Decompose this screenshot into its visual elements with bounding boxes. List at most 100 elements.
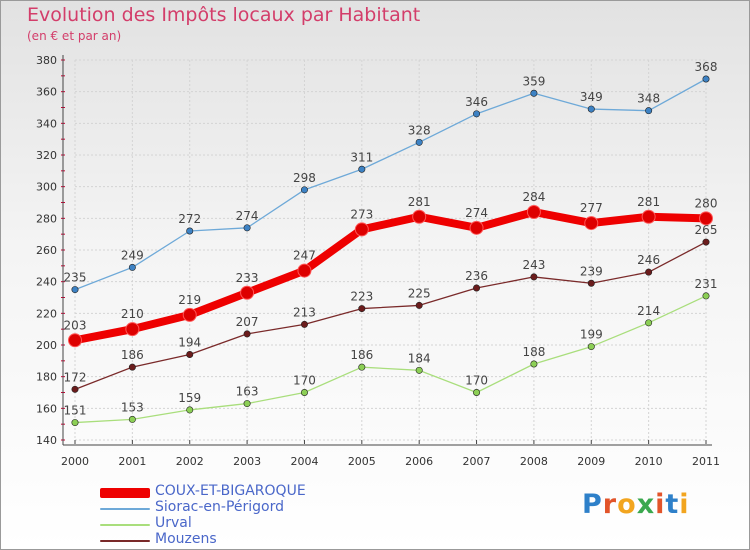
y-tick-label: 380 [36, 54, 57, 67]
y-tick-label: 180 [36, 371, 57, 384]
data-point-siorac-en-p-rigord [415, 138, 423, 146]
x-tick-label: 2001 [118, 455, 146, 468]
legend-item: Siorac-en-Périgord [100, 499, 360, 517]
data-point-mouzens [530, 273, 538, 281]
data-label-siorac-en-p-rigord: 298 [293, 171, 316, 185]
data-point-mouzens [358, 305, 366, 313]
data-label-urval: 153 [121, 400, 144, 414]
data-point-coux-et-bigaroque [641, 209, 656, 224]
data-point-siorac-en-p-rigord [587, 105, 595, 113]
legend-label: Mouzens [155, 531, 217, 547]
data-point-siorac-en-p-rigord [702, 75, 710, 83]
brand-letter: P [582, 489, 603, 520]
x-tick-label: 2010 [635, 455, 663, 468]
data-point-coux-et-bigaroque [297, 263, 312, 278]
brand-letter: x [636, 489, 656, 520]
data-label-mouzens: 239 [580, 264, 603, 278]
y-tick-label: 360 [36, 86, 57, 99]
data-label-coux-et-bigaroque: 219 [178, 293, 201, 307]
x-tick-label: 2005 [348, 455, 376, 468]
data-label-mouzens: 265 [695, 223, 718, 237]
data-point-siorac-en-p-rigord [186, 227, 194, 235]
chart-subtitle: (en € et par an) [27, 29, 122, 43]
data-point-urval [587, 343, 595, 351]
data-label-coux-et-bigaroque: 233 [236, 271, 259, 285]
data-point-siorac-en-p-rigord [128, 263, 136, 271]
data-label-urval: 163 [236, 385, 259, 399]
legend-item: Urval [100, 515, 360, 533]
x-tick-label: 2008 [520, 455, 548, 468]
data-label-coux-et-bigaroque: 281 [637, 195, 660, 209]
data-point-coux-et-bigaroque [240, 285, 255, 300]
data-label-mouzens: 243 [522, 258, 545, 272]
x-tick-label: 2004 [290, 455, 318, 468]
data-point-mouzens [473, 284, 481, 292]
data-label-mouzens: 236 [465, 269, 488, 283]
chart-title: Evolution des Impôts locaux par Habitant [27, 4, 421, 26]
legend-label: Siorac-en-Périgord [155, 499, 285, 515]
data-point-siorac-en-p-rigord [645, 107, 653, 115]
data-label-coux-et-bigaroque: 247 [293, 249, 316, 263]
data-label-urval: 186 [350, 348, 373, 362]
data-point-coux-et-bigaroque [412, 209, 427, 224]
data-label-mouzens: 207 [236, 315, 259, 329]
legend-swatch [100, 540, 150, 542]
data-label-coux-et-bigaroque: 203 [64, 318, 87, 332]
data-point-urval [358, 363, 366, 371]
data-point-coux-et-bigaroque [68, 333, 82, 348]
series-line-coux-et-bigaroque [71, 208, 710, 345]
data-point-siorac-en-p-rigord [530, 89, 538, 97]
data-label-siorac-en-p-rigord: 348 [637, 92, 660, 106]
data-label-siorac-en-p-rigord: 235 [64, 271, 87, 285]
data-point-coux-et-bigaroque [182, 307, 197, 322]
data-label-mouzens: 194 [178, 336, 201, 350]
brand-letter: i [655, 489, 666, 520]
data-label-urval: 214 [637, 304, 660, 318]
data-label-siorac-en-p-rigord: 328 [408, 123, 431, 137]
data-label-siorac-en-p-rigord: 274 [236, 209, 259, 223]
data-label-mouzens: 246 [637, 253, 660, 267]
data-point-coux-et-bigaroque [125, 322, 140, 337]
data-point-siorac-en-p-rigord [473, 110, 481, 118]
data-point-mouzens [645, 268, 653, 276]
legend-item: Mouzens [100, 531, 360, 549]
data-point-urval [473, 388, 481, 396]
brand-logo: Proxiti [582, 489, 690, 520]
data-label-mouzens: 186 [121, 348, 144, 362]
data-point-siorac-en-p-rigord [71, 286, 79, 294]
data-label-urval: 159 [178, 391, 201, 405]
series-line-mouzens [74, 241, 707, 390]
data-label-mouzens: 225 [408, 286, 431, 300]
data-label-coux-et-bigaroque: 280 [695, 196, 718, 210]
data-label-siorac-en-p-rigord: 272 [178, 212, 201, 226]
data-point-siorac-en-p-rigord [300, 186, 308, 194]
data-point-coux-et-bigaroque [469, 220, 484, 235]
legend-swatch [100, 508, 150, 510]
data-point-coux-et-bigaroque [699, 211, 713, 226]
data-label-urval: 170 [293, 374, 316, 388]
data-label-coux-et-bigaroque: 210 [121, 307, 144, 321]
data-point-urval [186, 406, 194, 414]
data-label-siorac-en-p-rigord: 249 [121, 248, 144, 262]
data-point-siorac-en-p-rigord [243, 224, 251, 232]
data-point-mouzens [587, 279, 595, 287]
data-point-siorac-en-p-rigord [358, 165, 366, 173]
y-tick-label: 280 [36, 212, 57, 225]
y-tick-label: 300 [36, 181, 57, 194]
data-label-coux-et-bigaroque: 277 [580, 201, 603, 215]
data-point-urval [243, 400, 251, 408]
x-tick-label: 2006 [405, 455, 433, 468]
data-label-urval: 170 [465, 374, 488, 388]
data-label-coux-et-bigaroque: 273 [350, 207, 373, 221]
brand-letter: i [679, 489, 690, 520]
data-label-urval: 231 [695, 277, 718, 291]
brand-letter: t [665, 489, 680, 520]
y-tick-label: 140 [36, 434, 57, 447]
data-label-mouzens: 172 [64, 370, 87, 384]
data-label-siorac-en-p-rigord: 311 [350, 150, 373, 164]
data-point-mouzens [243, 330, 251, 338]
y-tick-label: 320 [36, 149, 57, 162]
series-line-siorac-en-p-rigord [74, 78, 707, 291]
data-point-urval [300, 388, 308, 396]
